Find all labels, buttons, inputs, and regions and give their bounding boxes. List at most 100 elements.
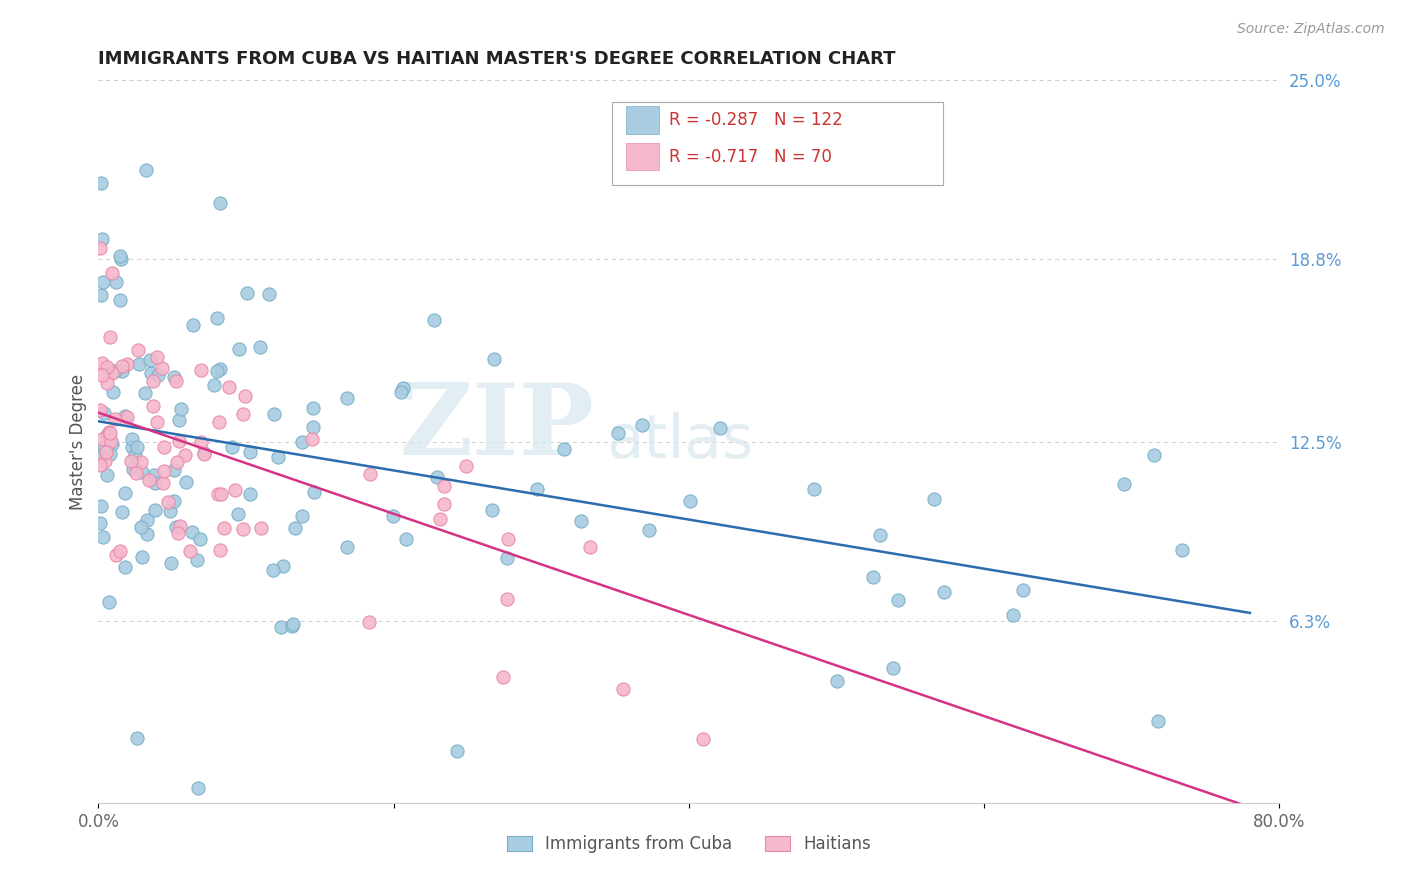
Point bbox=[803, 482, 825, 496]
Point bbox=[679, 493, 702, 508]
Point bbox=[495, 550, 517, 565]
Point bbox=[108, 293, 131, 308]
Point bbox=[125, 731, 148, 745]
Point bbox=[169, 519, 191, 533]
Point bbox=[129, 455, 152, 469]
Point bbox=[100, 434, 122, 448]
Point bbox=[89, 516, 111, 530]
Point bbox=[174, 475, 197, 489]
Point bbox=[93, 443, 115, 458]
Point bbox=[125, 440, 148, 454]
Point bbox=[492, 670, 515, 684]
Point bbox=[125, 466, 148, 480]
Point bbox=[90, 432, 112, 446]
Point bbox=[138, 473, 160, 487]
Point bbox=[169, 402, 191, 417]
Point bbox=[208, 362, 231, 376]
Point bbox=[190, 434, 212, 449]
Point bbox=[481, 502, 503, 516]
Point bbox=[1011, 583, 1033, 598]
Point bbox=[93, 440, 115, 454]
Point bbox=[827, 673, 849, 688]
Point bbox=[100, 367, 122, 381]
Point bbox=[124, 448, 146, 462]
Point bbox=[301, 432, 323, 446]
Point bbox=[91, 276, 114, 290]
Point bbox=[283, 616, 305, 631]
Point bbox=[302, 420, 325, 434]
Text: IMMIGRANTS FROM CUBA VS HAITIAN MASTER'S DEGREE CORRELATION CHART: IMMIGRANTS FROM CUBA VS HAITIAN MASTER'S… bbox=[98, 50, 896, 68]
Point bbox=[89, 458, 111, 472]
Point bbox=[446, 744, 468, 758]
Point bbox=[235, 389, 257, 403]
Point bbox=[180, 525, 202, 540]
Point bbox=[94, 445, 117, 459]
Point bbox=[179, 544, 201, 558]
Point bbox=[115, 410, 138, 425]
Point bbox=[221, 440, 243, 454]
Point bbox=[108, 249, 131, 263]
Point bbox=[922, 492, 945, 507]
Point bbox=[869, 528, 891, 542]
Y-axis label: Master's Degree: Master's Degree bbox=[69, 374, 87, 509]
Point bbox=[96, 427, 118, 442]
Point bbox=[382, 508, 405, 523]
Point bbox=[389, 384, 412, 399]
Point bbox=[127, 343, 149, 358]
Point bbox=[131, 550, 153, 565]
Point bbox=[190, 363, 212, 377]
Point bbox=[1146, 714, 1168, 729]
Point bbox=[153, 440, 176, 454]
Point bbox=[569, 514, 592, 528]
Point bbox=[120, 454, 142, 468]
Point bbox=[235, 286, 257, 301]
Point bbox=[205, 310, 228, 325]
Point bbox=[134, 386, 156, 401]
Point bbox=[1171, 542, 1194, 557]
Point bbox=[90, 288, 112, 302]
Point bbox=[136, 527, 159, 541]
Legend: Immigrants from Cuba, Haitians: Immigrants from Cuba, Haitians bbox=[501, 828, 877, 860]
Point bbox=[188, 532, 211, 546]
Point bbox=[163, 494, 186, 508]
Point bbox=[166, 526, 188, 541]
Point bbox=[138, 353, 160, 368]
Point bbox=[165, 520, 187, 534]
Point bbox=[145, 475, 167, 490]
Point bbox=[257, 287, 280, 301]
Point bbox=[1114, 477, 1136, 491]
Point bbox=[96, 360, 118, 375]
Point bbox=[232, 522, 254, 536]
Point bbox=[224, 483, 246, 497]
Point bbox=[115, 357, 138, 371]
FancyBboxPatch shape bbox=[626, 106, 659, 134]
Point bbox=[193, 447, 215, 461]
Point bbox=[291, 509, 314, 524]
Point bbox=[114, 409, 136, 423]
Point bbox=[152, 476, 174, 491]
Point bbox=[250, 521, 273, 535]
Point bbox=[934, 584, 956, 599]
Point bbox=[114, 559, 136, 574]
Point bbox=[111, 363, 134, 377]
Point bbox=[359, 467, 381, 481]
Point bbox=[1002, 607, 1025, 622]
Point bbox=[104, 411, 127, 425]
Point bbox=[553, 442, 575, 457]
Point bbox=[304, 485, 326, 500]
Point bbox=[423, 313, 446, 327]
Point bbox=[433, 497, 456, 511]
Point bbox=[357, 615, 380, 629]
Point bbox=[226, 507, 249, 521]
Point bbox=[429, 512, 451, 526]
Point bbox=[146, 350, 169, 364]
Text: ZIP: ZIP bbox=[399, 378, 595, 475]
Point bbox=[862, 569, 884, 583]
Point bbox=[202, 378, 225, 392]
Point bbox=[153, 464, 176, 478]
Point bbox=[291, 435, 314, 450]
Point bbox=[167, 434, 190, 449]
Point bbox=[208, 415, 231, 429]
Point bbox=[484, 351, 506, 366]
Point bbox=[692, 731, 714, 746]
